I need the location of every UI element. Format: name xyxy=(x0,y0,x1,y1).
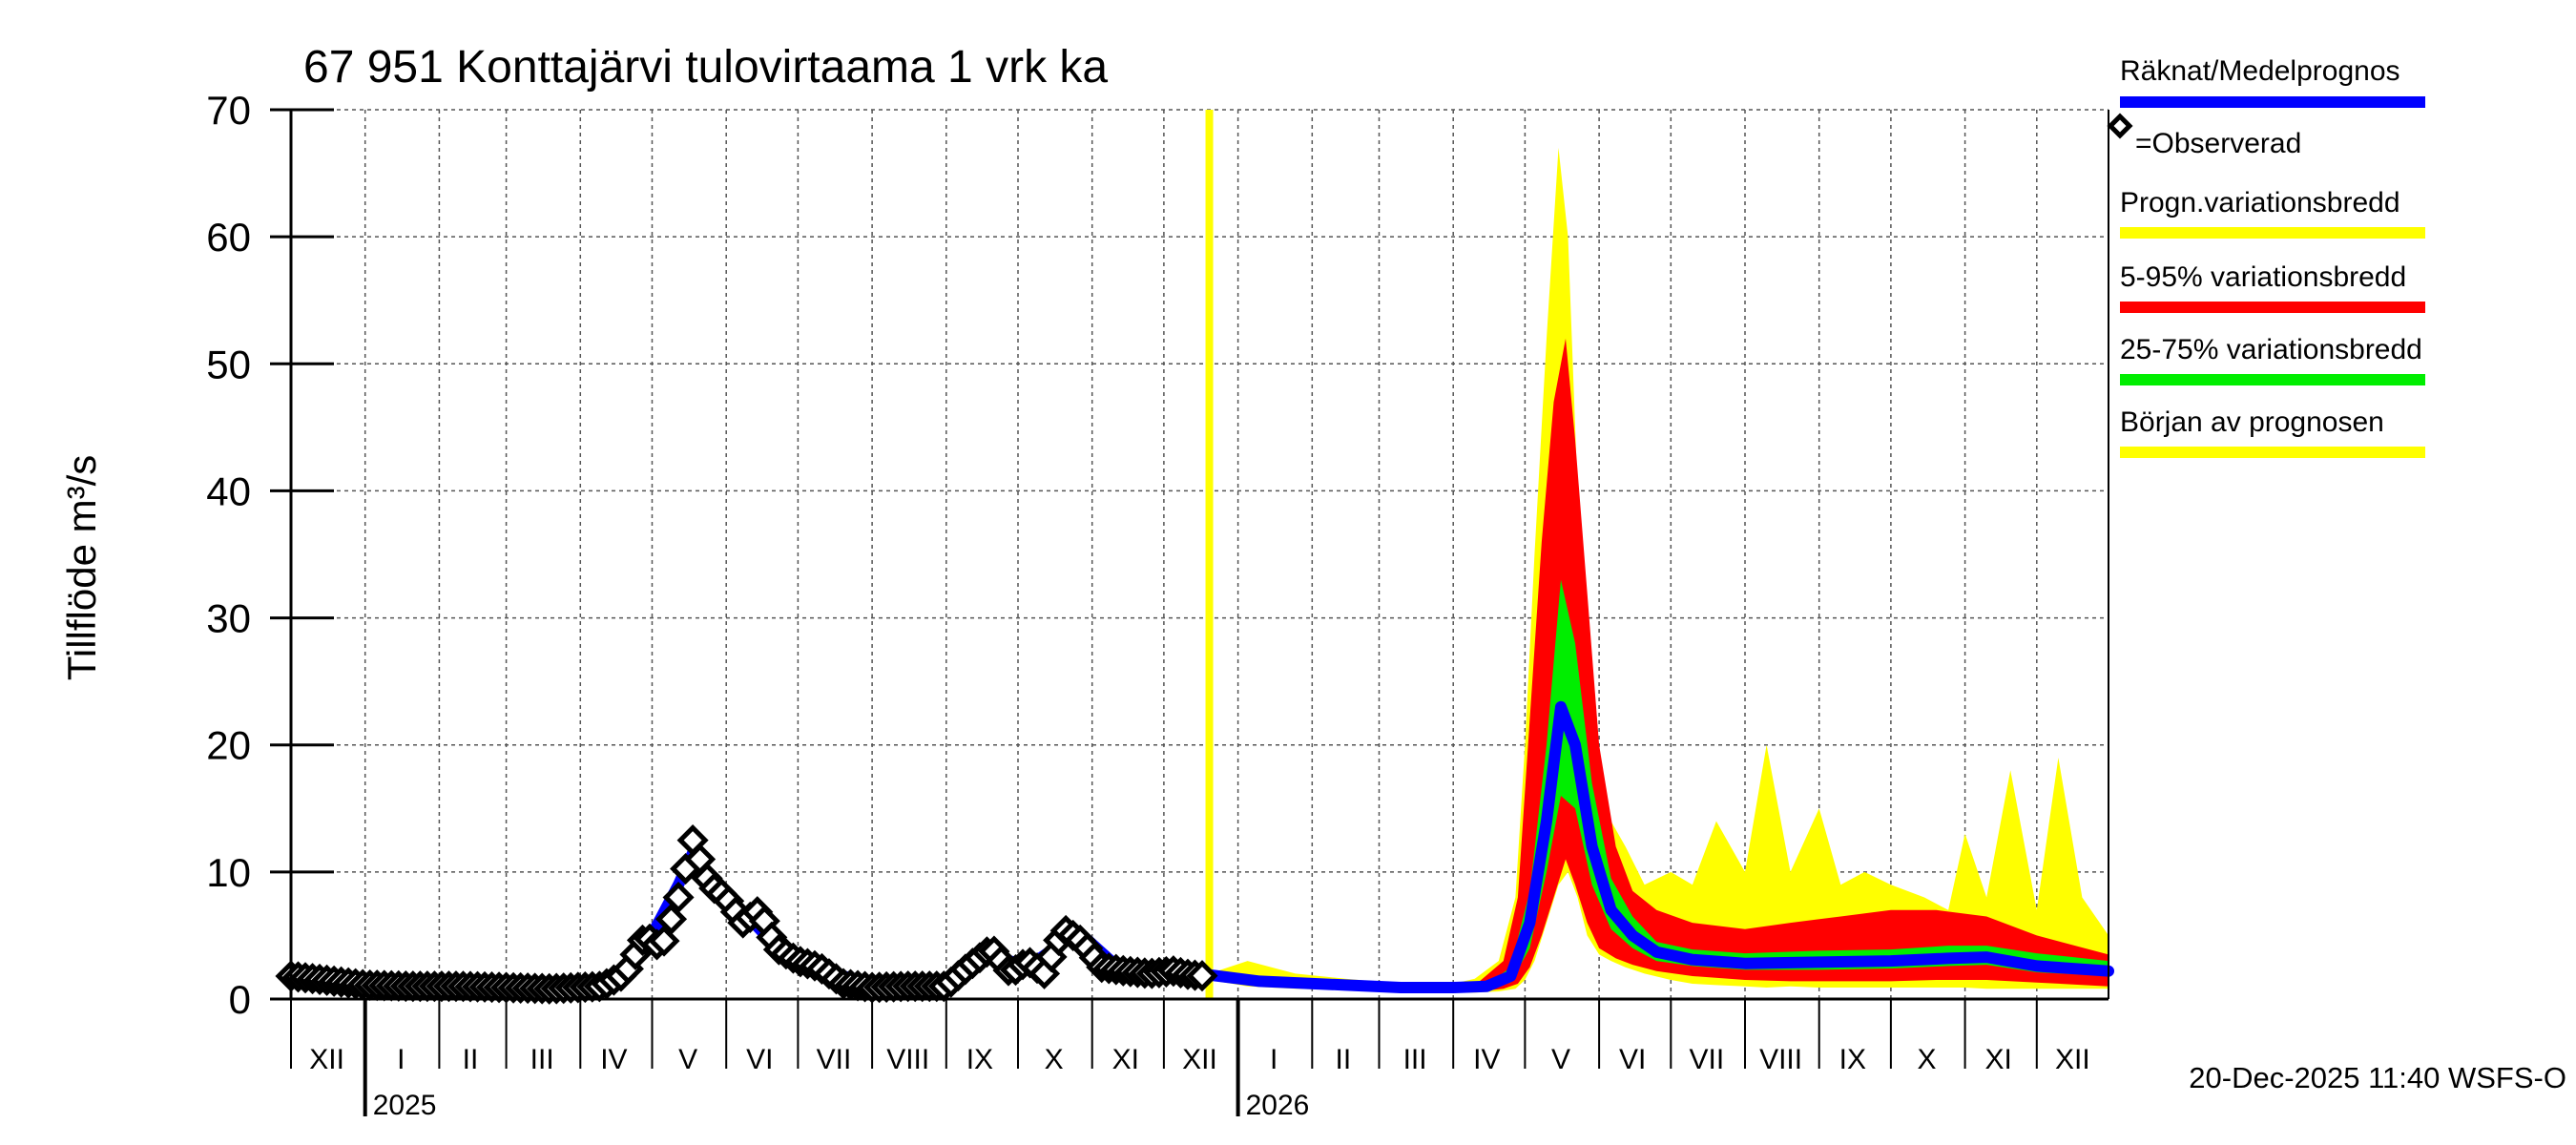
y-tick-label: 50 xyxy=(206,342,251,386)
month-label: X xyxy=(1045,1044,1064,1075)
observed-point xyxy=(648,925,680,957)
month-label: II xyxy=(1336,1044,1352,1075)
footer-timestamp: 20-Dec-2025 11:40 WSFS-O xyxy=(2189,1061,2566,1094)
y-tick-label: 30 xyxy=(206,596,251,641)
month-label: XII xyxy=(309,1044,344,1075)
month-label: X xyxy=(1917,1044,1936,1075)
month-label: V xyxy=(678,1044,697,1075)
y-tick-label: 0 xyxy=(229,977,251,1022)
month-label: VI xyxy=(746,1044,773,1075)
month-label: V xyxy=(1551,1044,1570,1075)
y-axis-ticks: 0 10 20 30 40 50 60 70 xyxy=(206,88,334,1022)
legend-label: Början av prognosen xyxy=(2120,406,2384,438)
observed-point xyxy=(655,903,688,935)
y-tick-label: 10 xyxy=(206,850,251,895)
chart-title: 67 951 Konttajärvi tulovirtaama 1 vrk ka xyxy=(303,42,1108,93)
month-label: VII xyxy=(1690,1044,1725,1075)
y-tick-label: 60 xyxy=(206,215,251,260)
legend-label: 25-75% variationsbredd xyxy=(2120,334,2422,365)
month-label: VIII xyxy=(886,1044,929,1075)
year-label: 2026 xyxy=(1246,1090,1310,1121)
month-label: IX xyxy=(1839,1044,1866,1075)
month-label: II xyxy=(463,1044,479,1075)
legend-label: Räknat/Medelprognos xyxy=(2120,55,2400,87)
grid-lines xyxy=(291,109,2109,999)
month-label: VIII xyxy=(1759,1044,1802,1075)
y-tick-label: 70 xyxy=(206,88,251,133)
legend-label: Progn.variationsbredd xyxy=(2120,187,2400,219)
plot-area xyxy=(291,110,2109,999)
x-axis-ticks: XII I II III IV V VI VII VIII IX X XI XII I II III IV V VI… xyxy=(290,999,2090,1121)
month-label: IX xyxy=(966,1044,993,1075)
month-label: III xyxy=(530,1044,554,1075)
month-label: XI xyxy=(1112,1044,1139,1075)
month-label: III xyxy=(1403,1044,1427,1075)
y-tick-label: 20 xyxy=(206,723,251,768)
observed-point xyxy=(1186,960,1218,992)
y-tick-label: 40 xyxy=(206,468,251,513)
month-label: VI xyxy=(1619,1044,1646,1075)
month-label: I xyxy=(1270,1044,1278,1075)
month-label: IV xyxy=(1473,1044,1500,1075)
year-label: 2025 xyxy=(373,1090,437,1121)
legend-label: 5-95% variationsbredd xyxy=(2120,261,2406,293)
legend-observed-marker xyxy=(2107,113,2133,139)
axes xyxy=(289,110,2109,1001)
band-progn-variationsbredd xyxy=(1209,147,2109,993)
legend: Räknat/Medelprognos =Observerad Progn.vari… xyxy=(2107,55,2425,458)
plot-background xyxy=(291,110,2109,999)
forecast-bands xyxy=(1209,147,2109,993)
month-label: VII xyxy=(817,1044,852,1075)
month-label: I xyxy=(397,1044,405,1075)
month-label: XI xyxy=(1985,1044,2012,1075)
month-label: XII xyxy=(2055,1044,2090,1075)
y-axis-label: Tillflöde m³/s xyxy=(59,455,104,680)
legend-label: =Observerad xyxy=(2135,128,2301,159)
month-label: XII xyxy=(1182,1044,1217,1075)
observed-point xyxy=(662,881,695,914)
month-label: IV xyxy=(600,1044,627,1075)
